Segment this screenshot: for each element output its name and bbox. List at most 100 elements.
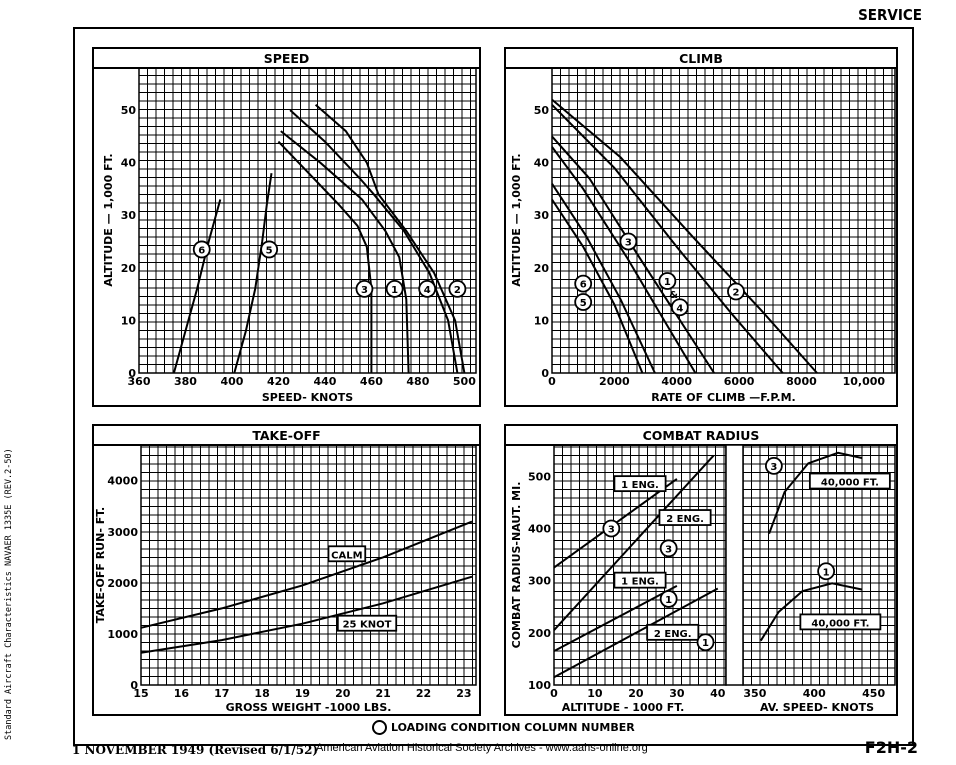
climb-x-tick: 4000 — [661, 375, 692, 388]
speed-y-label: ALTITUDE — 1,000 FT. — [102, 153, 115, 286]
climb-series-line — [551, 104, 784, 374]
climb-x-tick: 8000 — [786, 375, 817, 388]
takeoff-x-tick: 22 — [416, 687, 431, 700]
takeoff-x-label: GROSS WEIGHT -1000 LBS. — [226, 701, 392, 714]
takeoff-y-tick: 4000 — [107, 475, 138, 488]
speed-x-label: SPEED- KNOTS — [262, 391, 353, 404]
speed-x-tick: 360 — [128, 375, 151, 388]
takeoff-x-tick: 19 — [295, 687, 310, 700]
combat-curve-label-circle — [659, 590, 678, 608]
combat-engine-label: 1 ENG. — [621, 577, 659, 588]
climb-y-tick: 40 — [534, 157, 550, 170]
combat-curve-label-circle — [696, 633, 715, 652]
takeoff-y-label: TAKE-OFF RUN- FT. — [94, 507, 107, 624]
climb-x-tick: 2000 — [599, 375, 630, 388]
speed-curve-label-circle — [448, 279, 467, 298]
speed-curve-label: 2 — [454, 285, 461, 296]
speed-series-line — [289, 109, 459, 374]
takeoff-y-tick: 1000 — [107, 628, 138, 641]
speed-panel — [92, 47, 481, 407]
speed-x-tick: 500 — [453, 375, 476, 388]
combat-y-tick: 500 — [528, 470, 551, 483]
combat-alt-x-tick: 10 — [587, 687, 603, 700]
climb-title: CLIMB — [679, 51, 723, 66]
takeoff-series-line — [140, 575, 473, 654]
speed-curve-label-circle — [385, 279, 404, 298]
climb-series-line — [551, 135, 715, 374]
climb-curve-label-circle — [619, 232, 638, 251]
speed-series-line — [172, 199, 222, 374]
combat-speed-x-tick: 400 — [803, 687, 826, 700]
takeoff-x-tick: 15 — [133, 687, 148, 700]
legend-note-text: LOADING CONDITION COLUMN NUMBER — [391, 721, 635, 734]
takeoff-series-label: CALM — [331, 550, 362, 561]
speed-x-tick: 460 — [360, 375, 383, 388]
combat-alt-x-tick: 20 — [628, 687, 644, 700]
climb-series-line — [551, 146, 697, 374]
takeoff-series-line — [140, 520, 473, 629]
speed-x-tick: 420 — [267, 375, 290, 388]
speed-y-tick: 10 — [121, 314, 137, 327]
climb-x-tick: 10,000 — [843, 375, 886, 388]
combat-curve-label-circle — [764, 456, 783, 475]
takeoff-y-tick: 0 — [130, 679, 138, 692]
combat-curve-label: 1 — [702, 638, 709, 649]
legend-note: LOADING CONDITION COLUMN NUMBER — [372, 720, 635, 735]
climb-y-tick: 50 — [534, 104, 550, 117]
takeoff-series-label-box — [336, 614, 398, 632]
plot-area — [140, 444, 477, 686]
side-note: Standard Aircraft Characteristics NAVAER… — [4, 448, 14, 740]
takeoff-x-tick: 18 — [254, 687, 269, 700]
climb-series-line — [551, 98, 818, 374]
speed-curve-label-circle — [418, 279, 437, 298]
climb-curve-label: & — [669, 290, 678, 301]
climb-curve-label: 4 — [676, 303, 683, 314]
combat-engine-label-box — [613, 571, 667, 589]
speed-series-line — [280, 130, 410, 374]
combat-y-tick: 300 — [528, 575, 551, 588]
combat-y-label: COMBAT RADIUS-NAUT. MI. — [510, 482, 523, 649]
speed-x-tick: 480 — [406, 375, 429, 388]
climb-curve-label-circle — [727, 282, 745, 301]
climb-series-line — [551, 198, 644, 374]
takeoff-title: TAKE-OFF — [252, 428, 320, 443]
speed-y-tick: 50 — [121, 104, 137, 117]
combat-altitude-label: 40,000 FT. — [821, 478, 879, 489]
climb-y-label: ALTITUDE — 1,000 FT. — [510, 153, 523, 286]
takeoff-x-tick: 20 — [335, 687, 351, 700]
speed-curve-label: 4 — [424, 285, 431, 296]
speed-y-tick: 30 — [121, 209, 137, 222]
climb-x-tick: 0 — [548, 375, 556, 388]
combat-curve-label-circle — [659, 539, 678, 558]
climb-curve-label-circle — [574, 274, 593, 293]
archive-credit: American Aviation Historical Society Arc… — [316, 742, 648, 754]
speed-curve-label: 1 — [391, 285, 398, 296]
plot-area — [138, 67, 477, 374]
climb-curve-label: 6 — [580, 280, 587, 291]
climb-curve-label-circle — [658, 272, 677, 290]
combat-title: COMBAT RADIUS — [643, 428, 760, 443]
takeoff-x-tick: 23 — [456, 687, 471, 700]
combat-alt-x-tick: 0 — [550, 687, 558, 700]
climb-x-label: RATE OF CLIMB —F.P.M. — [651, 391, 795, 404]
takeoff-x-tick: 17 — [214, 687, 229, 700]
speed-curve-label-circle — [260, 240, 279, 259]
speed-x-tick: 400 — [220, 375, 243, 388]
speed-curve-label-circle — [192, 240, 211, 259]
speed-y-tick: 0 — [128, 367, 136, 380]
chart-frame — [73, 27, 914, 746]
climb-y-tick: 10 — [534, 314, 550, 327]
combat-speed-x-tick: 350 — [743, 687, 766, 700]
speed-x-tick: 440 — [313, 375, 336, 388]
climb-y-tick: 0 — [541, 367, 549, 380]
combat-divider — [725, 444, 744, 686]
combat-alt-x-tick: 30 — [669, 687, 685, 700]
combat-curve-label: 3 — [665, 544, 672, 555]
speed-title: SPEED — [264, 51, 310, 66]
speed-series-line — [233, 173, 273, 374]
takeoff-x-tick: 21 — [376, 687, 391, 700]
climb-x-tick: 6000 — [724, 375, 755, 388]
climb-y-tick: 30 — [534, 209, 550, 222]
climb-y-tick: 20 — [534, 262, 550, 275]
